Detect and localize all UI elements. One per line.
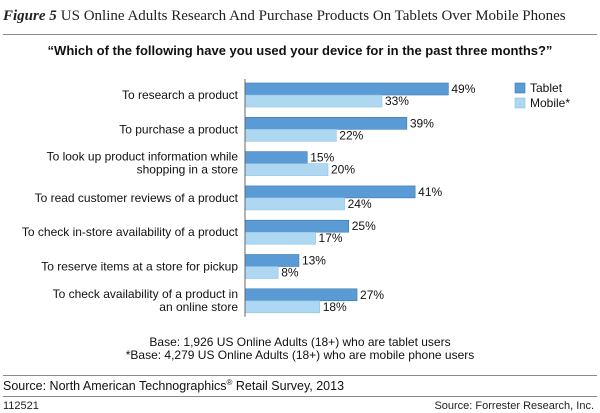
category-label: To read customer reviews of a product: [35, 191, 239, 205]
data-label: 41%: [418, 185, 442, 199]
base-note-tablet: Base: 1,926 US Online Adults (18+) who a…: [149, 335, 451, 349]
data-label: 13%: [302, 254, 326, 268]
bar-mobile: [244, 197, 345, 211]
bar-mobile: [244, 94, 383, 108]
category-label: To purchase a product: [119, 122, 238, 136]
data-label: 39%: [410, 116, 434, 130]
data-label: 15%: [310, 151, 334, 165]
data-label: 25%: [352, 219, 376, 233]
bar-tablet: [244, 151, 308, 164]
bar-tablet: [244, 82, 449, 96]
source-divider-top: [3, 375, 597, 376]
data-label: 24%: [348, 197, 372, 211]
source-suffix: Retail Survey, 2013: [232, 379, 345, 393]
bar-tablet: [244, 117, 408, 130]
data-label: 8%: [281, 266, 299, 280]
figure-id: 112521: [3, 400, 39, 412]
data-label: 22%: [339, 128, 363, 142]
bar-mobile: [244, 231, 316, 245]
chart-question: “Which of the following have you used yo…: [47, 43, 553, 58]
data-label: 17%: [319, 231, 343, 245]
data-label: 33%: [385, 94, 409, 108]
base-notes: Base: 1,926 US Online Adults (18+) who a…: [0, 336, 600, 362]
figure-title-text: US Online Adults Research And Purchase P…: [60, 8, 566, 24]
bar-mobile: [244, 266, 279, 279]
figure-title: Figure 5 US Online Adults Research And Pu…: [3, 8, 597, 25]
registered-mark: ®: [226, 377, 233, 387]
category-label-line: To check availability of a product in: [53, 287, 238, 301]
figure-number: Figure 5: [3, 8, 57, 24]
source-divider-bottom: [3, 396, 597, 397]
data-label: 27%: [360, 288, 384, 302]
category-label: To reserve items at a store for pickup: [41, 260, 238, 274]
legend-swatch: [514, 97, 526, 109]
category-label-line: To look up product information while: [47, 150, 239, 164]
bar-tablet: [244, 185, 416, 199]
category-label-line: shopping in a store: [137, 163, 239, 177]
legend-swatch: [514, 82, 526, 94]
legend-label: Tablet: [530, 81, 563, 95]
copyright: Source: Forrester Research, Inc.: [434, 400, 594, 412]
source-prefix: Source: North American Technographics: [3, 379, 227, 393]
source-line: Source: North American Technographics® R…: [3, 377, 345, 393]
data-label: 18%: [323, 300, 347, 314]
bar-mobile: [244, 129, 337, 142]
bar-mobile: [244, 163, 329, 176]
base-note-mobile: *Base: 4,279 US Online Adults (18+) who …: [125, 348, 475, 362]
category-label: To research a product: [122, 88, 239, 102]
bar-mobile: [244, 300, 320, 314]
data-label: 49%: [451, 82, 475, 96]
data-label: 20%: [331, 163, 355, 177]
title-divider: [3, 34, 597, 35]
legend-label: Mobile*: [530, 96, 570, 110]
category-label-line: an online store: [159, 300, 238, 314]
category-label: To check in-store availability of a prod…: [22, 225, 239, 239]
